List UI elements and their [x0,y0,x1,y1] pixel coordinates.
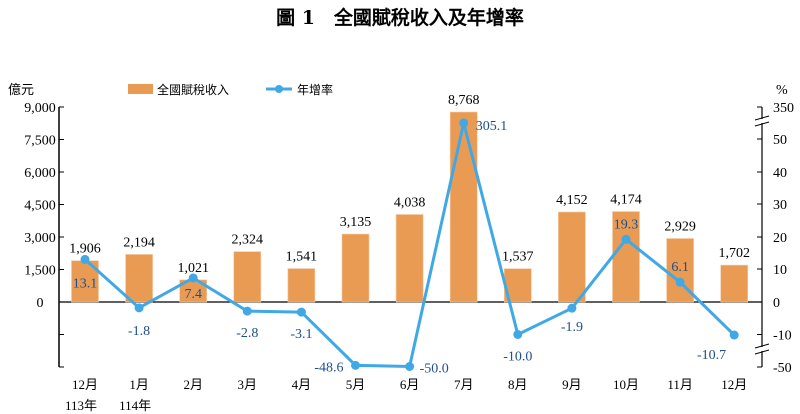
bar-value-label: 2,194 [123,235,155,250]
growth-rate-label: -50.0 [420,362,449,377]
right-axis-tick-label: 350 [773,101,794,116]
growth-rate-point [296,307,306,317]
category-label: 1月 [129,377,149,392]
right-axis-tick-label: -10 [773,329,792,344]
axis-break-icon [754,343,770,355]
left-axis-unit: 億元 [8,82,34,98]
bar [395,214,424,303]
right-axis-tick-label: 10 [773,263,787,278]
bar-value-label: 1,537 [502,250,534,265]
growth-rate-label: 305.1 [476,119,508,134]
growth-rate-label: 19.3 [614,217,639,232]
category-label: 5月 [346,377,366,392]
growth-rate-point [134,303,144,313]
growth-rate-label: -1.9 [561,320,583,335]
left-axis-tick-label: 3,000 [24,231,56,246]
growth-rate-point [188,273,198,283]
left-axis-tick-label: 1,500 [24,264,56,279]
category-label: 9月 [562,377,582,392]
category-label: 7月 [454,377,474,392]
axis-break-gap [760,347,764,351]
category-label: 3月 [238,377,258,392]
axis-break-icon [754,115,770,127]
growth-rate-label: -10.0 [503,350,532,365]
axis-break-gap [760,119,764,123]
growth-rate-label: -48.6 [314,360,343,375]
bar [287,268,316,303]
right-axis-tick-label: 30 [773,198,787,213]
category-label: 11月 [667,377,693,392]
growth-rate-point [621,234,631,244]
legend-bar-swatch [128,84,153,94]
bar-value-label: 2,324 [232,233,264,248]
growth-rate-label: -1.8 [128,324,150,339]
growth-rate-label: -10.7 [697,348,726,363]
growth-rate-point [80,254,90,264]
growth-rate-point [675,277,685,287]
category-label: 8月 [508,377,528,392]
year-label: 114年 [119,398,151,413]
right-axis-tick-label: -50 [773,361,792,376]
bar [449,111,478,303]
legend: 全國賦稅收入 年增率 [128,82,333,97]
growth-rate-point [242,306,252,316]
bar [341,233,370,303]
left-axis-tick-label: 4,500 [24,199,56,214]
category-label: 6月 [400,377,420,392]
bar-value-label: 1,906 [69,242,101,257]
bar-value-label: 3,135 [340,215,372,230]
legend-bar-label: 全國賦稅收入 [157,82,229,97]
left-axis-tick-label: 0 [37,296,44,311]
right-axis-tick-label: 20 [773,231,787,246]
bar [612,211,640,303]
growth-rate-label: -3.1 [290,327,312,342]
bar [233,251,262,303]
bar [720,264,749,303]
growth-rate-point [459,118,469,128]
growth-rate-point [405,362,415,371]
bar-value-label: 1,541 [286,250,318,265]
bar-value-label: 8,768 [448,93,480,108]
growth-rate-point [513,330,523,339]
growth-rate-label: 6.1 [671,260,689,275]
growth-rate-label: 7.4 [184,287,202,302]
category-label: 12月 [72,377,98,392]
left-axis-tick-label: 6,000 [24,166,56,181]
right-axis-tick-label: 50 [773,133,787,148]
left-axis-tick-label: 9,000 [24,101,56,116]
chart-title: 圖 1 全國賦稅收入及年增率 [276,6,524,29]
growth-rate-label: 13.1 [73,276,98,291]
bar-value-label: 1,021 [177,261,209,276]
bar-value-label: 2,929 [664,220,696,235]
right-axis-tick-label: 0 [773,296,780,311]
growth-rate-point [351,360,360,370]
category-label: 4月 [292,377,312,392]
legend-line-label: 年增率 [297,82,333,97]
right-axis-tick-label: 40 [773,166,787,181]
bar-value-label: 4,174 [610,193,642,208]
category-label: 12月 [721,377,747,392]
right-axis-unit: % [776,83,788,98]
bar-value-label: 4,038 [394,196,426,211]
bar-value-label: 4,152 [556,193,588,208]
growth-rate-label: -2.8 [236,326,258,341]
left-axis-tick-label: 7,500 [24,134,56,149]
growth-rate-point [567,303,577,313]
year-label: 113年 [65,398,97,413]
category-label: 2月 [183,377,203,392]
bar [558,211,586,303]
bar [125,254,153,303]
growth-rate-point [729,330,739,340]
legend-line-marker [275,85,283,93]
bar-value-label: 1,702 [718,246,750,261]
category-label: 10月 [613,377,639,392]
